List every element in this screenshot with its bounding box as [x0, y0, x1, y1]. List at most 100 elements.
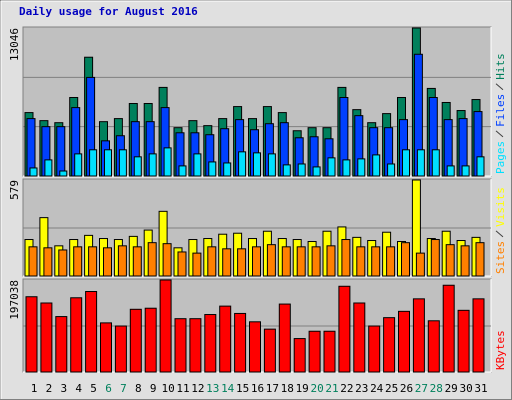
bar — [282, 164, 291, 177]
x-tick-label: 2 — [46, 382, 53, 395]
chart-title: Daily usage for August 2016 — [19, 5, 198, 18]
bar — [144, 307, 157, 373]
x-tick-label: 14 — [221, 382, 235, 395]
bar — [431, 149, 440, 177]
x-tick-label: 7 — [120, 382, 127, 395]
bar — [293, 338, 306, 373]
bar — [70, 297, 83, 373]
bar — [416, 149, 425, 177]
bar — [204, 314, 217, 373]
bar — [222, 248, 232, 277]
bar — [208, 161, 217, 177]
bar — [267, 153, 276, 177]
x-tick-label: 6 — [105, 382, 112, 395]
bar — [472, 298, 485, 373]
x-tick-label: 8 — [135, 382, 142, 395]
bar — [192, 252, 202, 277]
bar — [193, 153, 202, 177]
legend-separator — [495, 83, 504, 91]
bar — [177, 251, 187, 277]
x-tick-label: 1 — [31, 382, 38, 395]
x-tick-label: 24 — [370, 382, 384, 395]
bar — [55, 316, 68, 373]
bar — [238, 151, 247, 177]
bar — [387, 163, 396, 177]
legend-label: Files — [494, 94, 507, 127]
bar — [59, 170, 68, 177]
bar — [297, 163, 306, 177]
y-tick-label: 13046 — [8, 28, 21, 61]
bar — [174, 318, 187, 373]
x-tick-label: 3 — [60, 382, 67, 395]
bar — [386, 246, 396, 277]
bar — [129, 308, 142, 373]
x-tick-label: 13 — [206, 382, 219, 395]
bar — [311, 246, 321, 277]
bar — [163, 147, 172, 177]
x-tick-label: 4 — [75, 382, 82, 395]
bar — [159, 279, 172, 373]
bar — [100, 322, 112, 373]
bar — [415, 252, 425, 277]
x-tick-label: 18 — [281, 382, 294, 395]
x-tick-label: 23 — [355, 382, 368, 395]
bar — [401, 242, 410, 277]
bar — [223, 162, 232, 177]
x-tick-label: 30 — [459, 382, 472, 395]
bar — [357, 158, 366, 177]
bar — [89, 149, 98, 177]
y-tick-label: 579 — [8, 180, 21, 200]
legend-label: KBytes — [494, 330, 507, 370]
bar — [58, 249, 68, 277]
bar — [252, 246, 261, 277]
x-tick-label: 15 — [236, 382, 249, 395]
bar — [147, 242, 157, 277]
bar — [237, 248, 247, 277]
bar — [323, 330, 336, 373]
x-tick-label: 25 — [385, 382, 398, 395]
bar — [430, 239, 440, 277]
bar — [25, 296, 38, 373]
bar — [278, 303, 291, 373]
x-tick-label: 19 — [296, 382, 309, 395]
bar — [249, 321, 261, 373]
x-tick-label: 20 — [310, 382, 323, 395]
x-tick-label: 31 — [474, 382, 487, 395]
bar — [353, 302, 366, 373]
x-tick-label: 29 — [445, 382, 458, 395]
bar — [475, 242, 485, 277]
bar — [341, 239, 351, 277]
bar — [308, 330, 321, 373]
x-tick-label: 9 — [150, 382, 157, 395]
bar — [207, 246, 217, 277]
bar — [356, 246, 366, 277]
bar — [103, 247, 112, 277]
bar — [342, 159, 351, 177]
x-tick-label: 27 — [415, 382, 428, 395]
x-tick-label: 5 — [90, 382, 97, 395]
bar — [189, 318, 202, 373]
bar — [85, 291, 98, 373]
bar — [460, 245, 470, 277]
legend-label: Sites — [494, 241, 507, 274]
bar — [117, 245, 127, 277]
bar — [219, 305, 232, 373]
bar — [43, 247, 53, 277]
bar — [234, 312, 247, 373]
bar — [372, 154, 381, 177]
bar — [40, 302, 53, 373]
bar — [28, 246, 38, 277]
bar — [29, 167, 38, 177]
bar — [88, 246, 98, 277]
bar — [326, 245, 336, 277]
bar — [383, 317, 396, 373]
bar — [402, 149, 410, 177]
bar — [132, 246, 142, 277]
bar — [74, 153, 83, 177]
bar — [263, 328, 276, 373]
legend-label: Visits — [494, 187, 507, 227]
bar — [56, 126, 66, 177]
bar — [442, 284, 455, 373]
bar — [445, 244, 455, 277]
bar — [296, 246, 306, 277]
